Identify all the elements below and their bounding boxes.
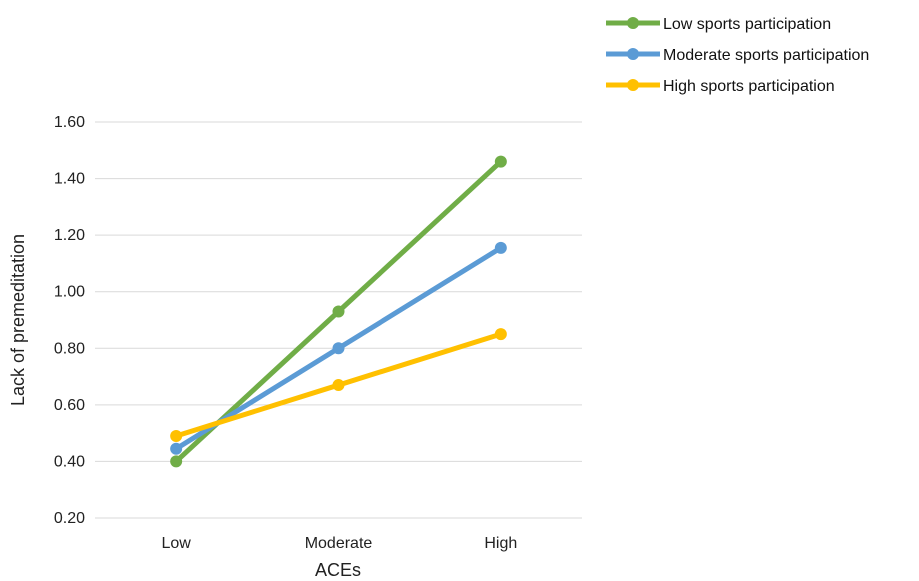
data-point [332, 379, 345, 392]
data-point [170, 442, 183, 455]
y-tick-label: 1.60 [54, 114, 85, 131]
legend-swatch-marker [627, 48, 639, 60]
legend-label: Low sports participation [663, 16, 831, 33]
legend-label: Moderate sports participation [663, 47, 869, 64]
gridlines [95, 121, 582, 519]
x-axis-label: ACEs [315, 560, 361, 580]
y-tick-label: 1.40 [54, 171, 85, 188]
data-point [494, 155, 507, 168]
legend: Low sports participation Moderate sports … [606, 16, 869, 95]
legend-swatch-marker [627, 17, 639, 29]
x-tick-label: Moderate [305, 535, 373, 552]
data-point [494, 328, 507, 341]
y-tick-label: 1.20 [54, 227, 85, 244]
y-tick-label: 0.80 [54, 340, 85, 357]
data-point [170, 455, 183, 468]
y-tick-label: 0.60 [54, 397, 85, 414]
y-axis-ticks: 0.20 0.40 0.60 0.80 1.00 1.20 1.40 1.60 [54, 114, 85, 527]
y-tick-label: 1.00 [54, 284, 85, 301]
data-point [170, 429, 183, 442]
x-tick-label: Low [161, 535, 191, 552]
legend-label: High sports participation [663, 78, 835, 95]
x-tick-label: High [484, 535, 517, 552]
y-tick-label: 0.20 [54, 510, 85, 527]
y-tick-label: 0.40 [54, 453, 85, 470]
series-lines [170, 155, 507, 468]
legend-swatch-marker [627, 79, 639, 91]
data-point [332, 305, 345, 318]
y-axis-label: Lack of premeditation [8, 234, 28, 406]
x-axis-ticks: Low Moderate High [161, 535, 517, 552]
data-point [332, 342, 345, 355]
data-point [494, 241, 507, 254]
